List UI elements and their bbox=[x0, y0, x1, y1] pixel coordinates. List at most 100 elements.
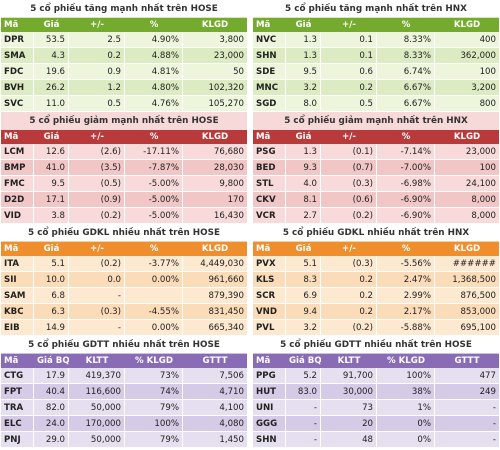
table-row: PVX 5.1 (0.3) -5.56% ###### bbox=[253, 256, 499, 272]
value-cell: 4.90% bbox=[125, 32, 183, 47]
ticker-cell: BED bbox=[253, 160, 286, 175]
value-cell: 2.47% bbox=[377, 272, 435, 287]
value-cell: - bbox=[69, 288, 125, 303]
value-cell: 76,680 bbox=[213, 147, 244, 157]
table-row: FDC 19.6 0.9 4.81% 50 bbox=[1, 64, 247, 80]
table-row: ITA 5.1 (0.2) -3.77% 4,449,030 bbox=[1, 256, 247, 272]
table-row: HUT 83.0 30,000 38% 249 bbox=[253, 384, 499, 400]
stock-table-panel: 5 cổ phiếu tăng mạnh nhất trên HOSE Mã Giá… bbox=[1, 0, 247, 112]
table-row: MNC 3.2 0.2 6.67% 3,200 bbox=[253, 80, 499, 96]
value-cell: 19.6 bbox=[34, 64, 69, 79]
value-cell: (0.7) bbox=[321, 160, 377, 175]
value-cell: (0.2) bbox=[321, 320, 377, 335]
value-cell: -17.11% bbox=[125, 144, 183, 159]
panel-title: 5 cổ phiếu giảm mạnh nhất trên HNX bbox=[253, 112, 499, 130]
value-cell: 876,500 bbox=[460, 291, 496, 301]
table-row: CKV 8.1 (0.6) -6.90% 8,000 bbox=[253, 192, 499, 208]
value-cell: -4.55% bbox=[125, 304, 183, 319]
value-cell: (0.5) bbox=[69, 176, 125, 191]
ticker-cell: SDE bbox=[253, 64, 286, 79]
value-cell: 1.3 bbox=[286, 32, 321, 47]
ticker-cell: LCM bbox=[1, 144, 34, 159]
panel-title: 5 cổ phiếu GDTT nhiều nhất trên HOSE bbox=[1, 336, 247, 354]
table-body: DPR 53.5 2.5 4.90% 3,800 SMA 4.3 0.2 4.88% 23,000… bbox=[1, 32, 247, 112]
column-header: % KLGD bbox=[387, 356, 425, 366]
table-row: BVH 26.2 1.2 4.80% 102,320 bbox=[1, 80, 247, 96]
ticker-cell: FPT bbox=[1, 384, 34, 399]
value-cell: 2.17% bbox=[377, 304, 435, 319]
value-cell: -7.87% bbox=[125, 160, 183, 175]
value-cell: 74% bbox=[125, 384, 183, 399]
value-cell: (0.3) bbox=[69, 304, 125, 319]
table-row: DPR 53.5 2.5 4.90% 3,800 bbox=[1, 32, 247, 48]
value-cell: 2.7 bbox=[286, 208, 321, 223]
table-row: SMA 4.3 0.2 4.88% 23,000 bbox=[1, 48, 247, 64]
ticker-cell: NVC bbox=[253, 32, 286, 47]
ticker-cell: PSG bbox=[253, 144, 286, 159]
ticker-cell: PVL bbox=[253, 320, 286, 335]
ticker-cell: SGD bbox=[253, 96, 286, 111]
table-row: KBC 6.3 (0.3) -4.55% 831,450 bbox=[1, 304, 247, 320]
table-row: SII 10.0 0.0 0.00% 961,660 bbox=[1, 272, 247, 288]
value-cell: 0% bbox=[377, 432, 435, 447]
value-cell: 831,450 bbox=[208, 307, 244, 317]
table-row: SHN -48 0% - bbox=[253, 432, 499, 448]
ticker-cell: SAM bbox=[1, 288, 34, 303]
value-cell: 1,368,500 bbox=[452, 275, 496, 285]
value-cell: 6.3 bbox=[34, 304, 69, 319]
value-cell: 170,000 bbox=[69, 416, 125, 431]
value-cell: 4.81% bbox=[125, 64, 183, 79]
stock-table-panel: 5 cổ phiếu GDKL nhiều nhất trên HOSE Mã Gi… bbox=[1, 224, 247, 336]
value-cell: 8,000 bbox=[471, 195, 496, 205]
value-cell: 0.2 bbox=[69, 48, 125, 63]
ticker-cell: SMA bbox=[1, 48, 34, 63]
ticker-cell: KLS bbox=[253, 272, 286, 287]
ticker-cell: KBC bbox=[1, 304, 34, 319]
ticker-cell: VND bbox=[253, 304, 286, 319]
value-cell: 4,080 bbox=[219, 419, 244, 429]
column-header: KLGD bbox=[201, 132, 229, 142]
table-header: Mã Giá +/-% KLGD bbox=[253, 242, 499, 256]
ticker-cell: GGG bbox=[253, 416, 286, 431]
value-cell: 853,000 bbox=[460, 307, 496, 317]
value-cell: 4.76% bbox=[125, 96, 183, 111]
ticker-cell: HUT bbox=[253, 384, 286, 399]
value-cell: 6.8 bbox=[34, 288, 69, 303]
value-cell: 73 bbox=[321, 400, 377, 415]
value-cell: 100 bbox=[479, 67, 496, 77]
value-cell: 91,700 bbox=[321, 368, 377, 383]
value-cell: 249 bbox=[479, 387, 496, 397]
column-header: Giá BQ bbox=[37, 356, 69, 366]
value-cell: 23,000 bbox=[465, 147, 496, 157]
value-cell: 8.3 bbox=[286, 272, 321, 287]
table-row: PVL 3.2 (0.2) -5.88% 695,100 bbox=[253, 320, 499, 336]
value-cell: 879,390 bbox=[208, 291, 244, 301]
value-cell: 8.0 bbox=[286, 96, 321, 111]
value-cell: 800 bbox=[479, 99, 496, 109]
table-body: ITA 5.1 (0.2) -3.77% 4,449,030 SII 10.0 0.0 0.00… bbox=[1, 256, 247, 336]
column-header: Mã bbox=[256, 356, 271, 366]
value-cell: 0.5 bbox=[69, 96, 125, 111]
ticker-cell: TRA bbox=[1, 400, 34, 415]
value-cell: 400 bbox=[479, 35, 496, 45]
value-cell: 48 bbox=[321, 432, 377, 447]
value-cell: 1.3 bbox=[286, 48, 321, 63]
value-cell: 5.2 bbox=[286, 368, 321, 383]
value-cell: 40.4 bbox=[34, 384, 69, 399]
column-header: Giá bbox=[43, 132, 60, 142]
value-cell: 50,000 bbox=[69, 432, 125, 447]
table-body: CTG 17.9 419,370 73% 7,506 FPT 40.4 116,600 74% 4… bbox=[1, 368, 247, 448]
table-row: KLS 8.3 0.2 2.47% 1,368,500 bbox=[253, 272, 499, 288]
table-row: VND 9.4 0.2 2.17% 853,000 bbox=[253, 304, 499, 320]
table-row: SDE 9.5 0.6 6.74% 100 bbox=[253, 64, 499, 80]
stock-table-panel: 5 cổ phiếu GDTT nhiều nhất trên HOSE Mã Gi… bbox=[1, 336, 247, 448]
table-row: GGG -20 0% - bbox=[253, 416, 499, 432]
table-row: LCM 12.6 (2.6) -17.11% 76,680 bbox=[1, 144, 247, 160]
value-cell: 477 bbox=[479, 371, 496, 381]
value-cell: (3.5) bbox=[69, 160, 125, 175]
value-cell: 5.1 bbox=[34, 256, 69, 271]
table-header: Mã Giá +/-% KLGD bbox=[253, 130, 499, 144]
column-header: % bbox=[401, 20, 411, 30]
value-cell: 0.0 bbox=[69, 272, 125, 287]
column-header: KLGD bbox=[453, 132, 481, 142]
